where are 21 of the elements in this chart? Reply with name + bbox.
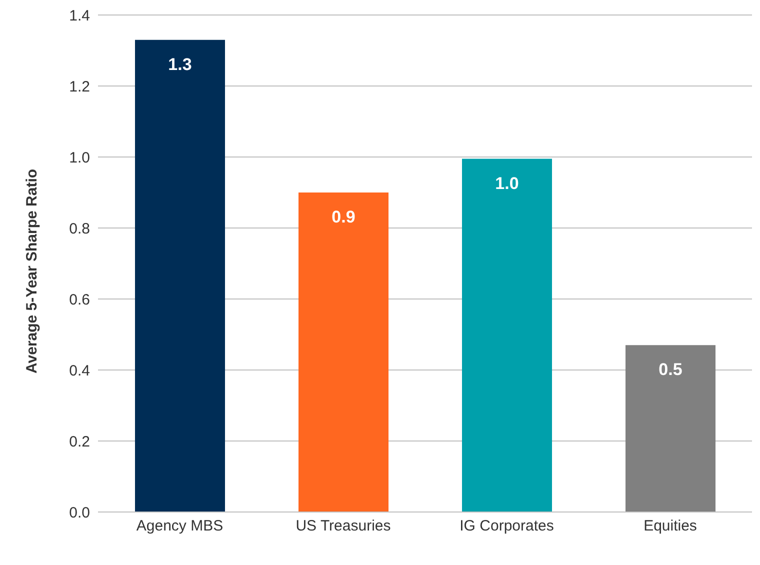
bar <box>626 345 716 512</box>
y-axis-title: Average 5-Year Sharpe Ratio <box>23 168 40 374</box>
bar <box>462 158 552 512</box>
data-label: 1.3 <box>168 54 192 74</box>
y-tick-label: 1.2 <box>69 78 90 96</box>
y-tick-label: 0.2 <box>69 433 90 450</box>
y-tick-label: 0.0 <box>69 504 90 522</box>
bar <box>298 192 388 512</box>
x-tick-label: Equities <box>644 518 697 535</box>
data-label: 1.0 <box>495 174 519 193</box>
y-tick-label: 1.0 <box>69 149 90 166</box>
x-tick-label: US Treasuries <box>296 518 391 535</box>
bar <box>135 40 225 512</box>
y-tick-label: 1.4 <box>69 7 90 24</box>
y-tick-label: 0.8 <box>69 220 90 238</box>
y-tick-label: 0.6 <box>69 291 90 308</box>
data-label: 0.5 <box>658 360 682 380</box>
x-tick-label: IG Corporates <box>460 518 554 535</box>
data-label: 0.9 <box>332 208 356 226</box>
y-tick-label: 0.4 <box>69 362 90 380</box>
x-tick-label: Agency MBS <box>136 518 224 535</box>
